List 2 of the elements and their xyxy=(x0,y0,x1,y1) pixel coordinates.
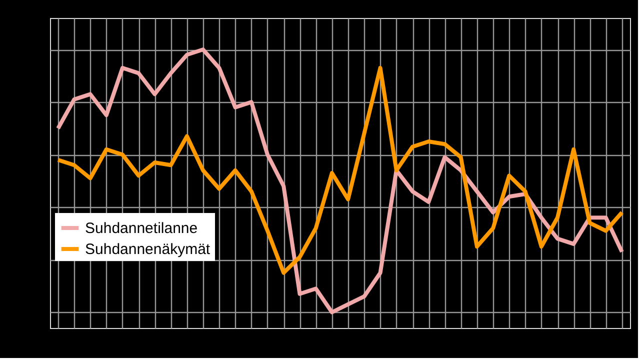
legend-label: Suhdannenäkymät xyxy=(85,241,211,258)
legend-label: Suhdannetilanne xyxy=(85,220,198,237)
